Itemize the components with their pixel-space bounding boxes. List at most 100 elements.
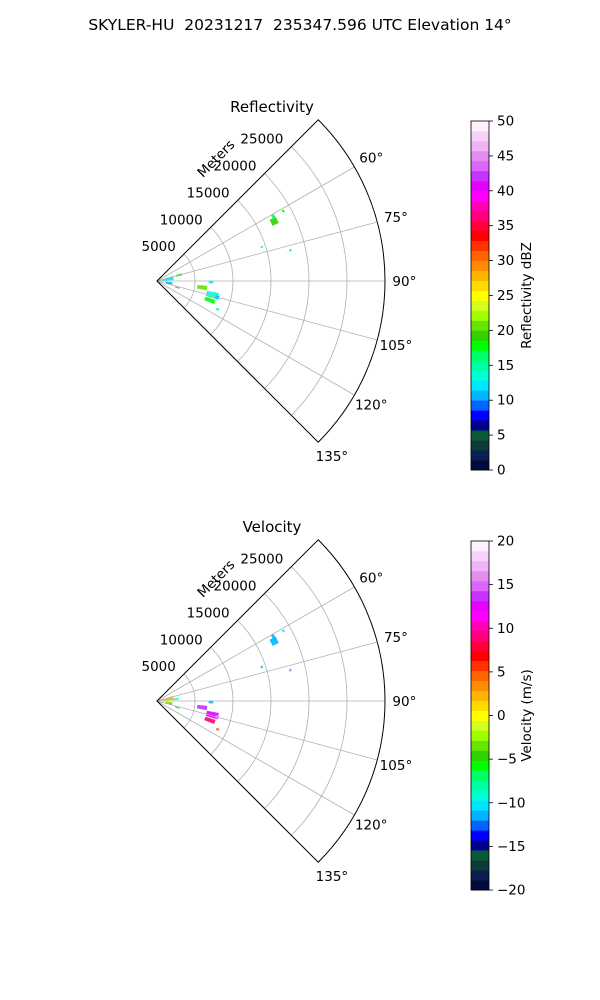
colorbar-tick-label: 20 [497,323,514,339]
colorbar-segment [471,590,489,602]
colorbar-segment [471,440,489,451]
colorbar-segment [471,640,489,652]
colorbar-segment [471,380,489,391]
colorbar-segment [471,160,489,172]
azimuth-tick-label: 105° [380,758,413,774]
colorbar-segment [471,230,489,242]
colorbar-segment [471,430,489,441]
colorbar-segment [471,710,489,721]
echo-cell [215,727,220,731]
colorbar-segment [471,270,489,281]
colorbar-segment [471,310,489,321]
colorbar-segment [471,770,489,781]
colorbar-segment [471,280,489,291]
colorbar-segment [471,670,489,681]
echo-cell [204,716,216,725]
colorbar-segment [471,170,489,182]
colorbar-segment [471,600,489,612]
colorbar-segment [471,420,489,431]
colorbar-tick-label: −10 [497,795,526,811]
range-tick-label: 10000 [160,212,203,228]
azimuth-spoke [156,700,355,816]
colorbar-segment [471,330,489,341]
colorbar-segment [471,340,489,351]
colorbar-segment [471,140,489,152]
echo-cell [215,307,220,311]
sector-frame [156,539,386,863]
range-tick-label: 10000 [160,632,203,648]
colorbar-segment [471,220,489,232]
colorbar-segment [471,390,489,401]
colorbar-tick-label: 0 [497,463,506,479]
echo-cell [165,281,173,286]
echo-cell [165,701,173,706]
echo-cell [269,636,279,646]
echo-cell [196,284,208,291]
colorbar-tick-label: 45 [497,148,514,164]
colorbar-segment [471,680,489,691]
colorbar-segment [471,121,489,132]
azimuth-tick-label: 120° [355,818,388,834]
colorbar-segment [471,660,489,672]
colorbar-segment [471,541,489,552]
echo-cell [281,209,285,213]
colorbar-segment [471,820,489,831]
colorbar-segment [471,290,489,301]
colorbar-segment [471,880,489,891]
azimuth-spoke [156,280,355,396]
colorbar-segment [471,650,489,662]
colorbar-label: Reflectivity dBZ [519,242,535,349]
azimuth-tick-label: 75° [384,630,408,646]
colorbar-tick-label: 15 [497,577,514,593]
colorbar-tick-label: −15 [497,839,526,855]
colorbar-segment [471,780,489,791]
range-tick-label: 20000 [214,579,257,595]
range-tick-label: 20000 [214,159,257,175]
colorbar-segment [471,740,489,751]
range-tick-label: 5000 [142,659,176,675]
colorbar-tick-label: 5 [497,428,506,444]
azimuth-tick-label: 90° [392,694,416,710]
echo-cell [260,245,264,249]
azimuth-tick-label: 90° [392,274,416,290]
azimuth-spoke [156,586,355,702]
colorbar-segment [471,570,489,582]
colorbar-tick-label: 10 [497,621,514,637]
colorbar-segment [471,190,489,202]
colorbar-tick-label: 20 [497,534,514,550]
colorbar-segment [471,750,489,761]
colorbar-tick-label: 25 [497,288,514,304]
echo-cell [172,697,179,701]
colorbar-segment [471,260,489,271]
colorbar-segment [471,450,489,461]
colorbar: −20 −15 −10 −5 0 5 10 15 20 Velocity (m/s) [470,534,535,899]
echo-cell [288,668,292,672]
azimuth-tick-label: 135° [316,869,349,885]
colorbar-segment [471,630,489,642]
colorbar-segment [471,760,489,771]
colorbar-segment [471,410,489,421]
sector-frame [156,119,386,443]
azimuth-spoke [156,641,378,702]
colorbar-tick-label: 0 [497,708,506,724]
colorbar-segment [471,300,489,311]
colorbar-segment [471,560,489,572]
colorbar-segment [471,360,489,371]
colorbar-segment [471,810,489,821]
colorbar: 0 5 10 15 20 25 30 35 40 45 50 Reflectivity dBZ [470,114,535,479]
colorbar-segment [471,700,489,711]
colorbar-segment [471,850,489,861]
colorbar-segment [471,150,489,162]
colorbar-segment [471,460,489,471]
polar-axes-0: Reflectivity500010000150002000025000Mete… [142,98,535,479]
echo-cell [174,706,180,709]
main-title: SKYLER-HU 20231217 235347.596 UTC Elevat… [88,16,512,34]
echo-cell [270,213,276,220]
colorbar-segment [471,870,489,881]
azimuth-spoke [156,221,378,282]
colorbar-segment [471,610,489,622]
colorbar-label: Velocity (m/s) [519,669,535,762]
range-tick-label: 25000 [240,552,283,568]
